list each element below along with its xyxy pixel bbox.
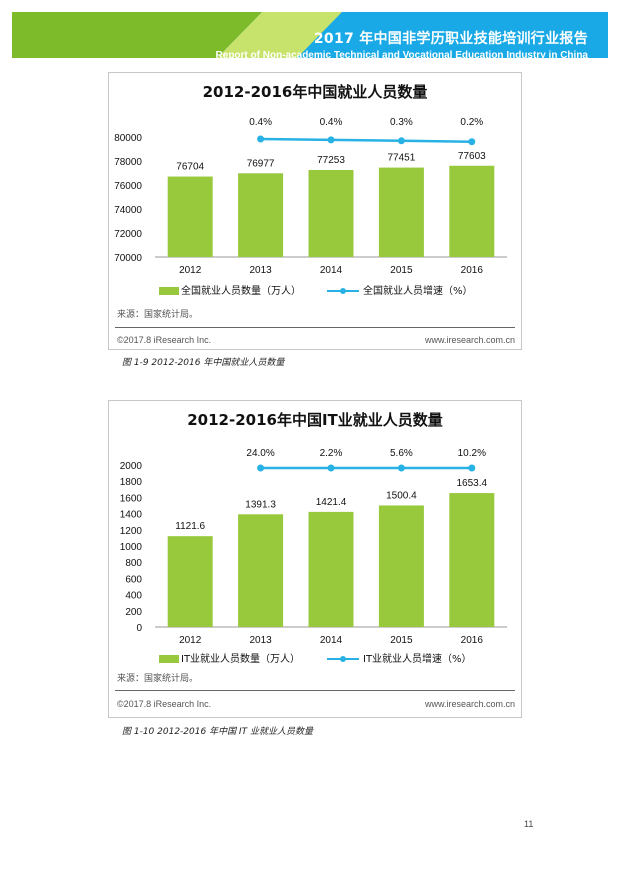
y-tick-label: 1200 bbox=[120, 526, 143, 537]
legend-bar-label: IT业就业人员数量（万人） bbox=[181, 652, 300, 665]
banner-background bbox=[12, 12, 608, 58]
growth-value-label: 2.2% bbox=[320, 448, 343, 459]
bar-value-label: 77253 bbox=[317, 155, 345, 166]
legend-bar-swatch bbox=[159, 287, 179, 295]
growth-point bbox=[257, 135, 265, 143]
y-tick-label: 0 bbox=[136, 623, 142, 634]
chart-title: 2012-2016年中国就业人员数量 bbox=[203, 83, 428, 101]
x-tick-label: 2013 bbox=[249, 635, 272, 646]
x-tick-label: 2015 bbox=[390, 265, 413, 276]
legend-line-marker bbox=[340, 656, 346, 662]
growth-point bbox=[468, 138, 476, 146]
growth-value-label: 0.4% bbox=[320, 117, 343, 128]
x-tick-label: 2012 bbox=[179, 265, 202, 276]
bar-value-label: 77451 bbox=[387, 153, 415, 164]
legend-line-marker bbox=[340, 288, 346, 294]
legend-bar-swatch bbox=[159, 655, 179, 663]
growth-point bbox=[397, 137, 405, 145]
y-tick-label: 200 bbox=[125, 607, 142, 618]
chart-title: 2012-2016年中国IT业就业人员数量 bbox=[187, 411, 443, 429]
report-subtitle: Report of Non-academic Technical and Voc… bbox=[215, 50, 588, 61]
y-tick-label: 800 bbox=[125, 558, 142, 569]
report-banner: 2017 年中国非学历职业技能培训行业报告 Report of Non-acad… bbox=[12, 12, 608, 61]
employment-chart: 2012-2016年中国就业人员数量 80000 78000 76000 74000 72… bbox=[108, 72, 522, 350]
y-tick-label: 1000 bbox=[120, 542, 143, 553]
bar bbox=[378, 505, 424, 627]
chart-divider bbox=[115, 327, 515, 328]
report-title: 2017 年中国非学历职业技能培训行业报告 bbox=[313, 31, 588, 47]
y-tick-label: 76000 bbox=[114, 181, 142, 192]
growth-line bbox=[260, 137, 472, 143]
x-tick-label: 2014 bbox=[320, 265, 343, 276]
x-tick-label: 2016 bbox=[461, 265, 484, 276]
figure-caption: 图 1-9 2012-2016 年中国就业人员数量 bbox=[122, 358, 285, 368]
chart-copyright: ©2017.8 iResearch Inc. bbox=[117, 699, 212, 709]
bar-value-label: 76704 bbox=[176, 162, 204, 173]
y-tick-label: 2000 bbox=[120, 461, 143, 472]
bar-value-label: 1500.4 bbox=[386, 490, 417, 501]
y-tick-label: 80000 bbox=[114, 133, 142, 144]
growth-point bbox=[327, 136, 335, 144]
x-tick-label: 2016 bbox=[461, 635, 484, 646]
bar bbox=[378, 167, 424, 257]
x-tick-label: 2013 bbox=[249, 265, 272, 276]
growth-point bbox=[397, 464, 405, 472]
legend-bar-label: 全国就业人员数量（万人） bbox=[181, 284, 301, 297]
bar-value-label: 76977 bbox=[247, 158, 275, 169]
y-tick-label: 600 bbox=[125, 574, 142, 585]
growth-point bbox=[257, 464, 265, 472]
chart-divider bbox=[115, 690, 515, 691]
growth-value-label: 0.3% bbox=[390, 117, 413, 128]
bar bbox=[167, 536, 213, 627]
growth-value-label: 24.0% bbox=[246, 448, 274, 459]
bar bbox=[167, 176, 213, 257]
chart-source: 来源：国家统计局。 bbox=[117, 674, 199, 684]
chart-copyright: ©2017.8 iResearch Inc. bbox=[117, 335, 212, 345]
page-number: 11 bbox=[524, 819, 534, 829]
x-tick-label: 2014 bbox=[320, 635, 343, 646]
it-employment-chart-svg: 2012-2016年中国IT业就业人员数量2000180016001400120… bbox=[120, 411, 507, 665]
bar-value-label: 1653.4 bbox=[457, 478, 488, 489]
chart-website: www.iresearch.com.cn bbox=[424, 699, 515, 709]
growth-value-label: 0.4% bbox=[249, 117, 272, 128]
chart-source: 来源：国家统计局。 bbox=[117, 310, 199, 320]
employment-chart-svg: 2012-2016年中国就业人员数量 80000 78000 76000 74000 72… bbox=[114, 83, 507, 297]
growth-value-label: 0.2% bbox=[460, 117, 483, 128]
bar bbox=[238, 514, 284, 627]
figure-caption: 图 1-10 2012-2016 年中国 IT 业就业人员数量 bbox=[122, 727, 313, 737]
bar bbox=[308, 169, 354, 257]
growth-value-label: 5.6% bbox=[390, 448, 413, 459]
legend-line-label: IT业就业人员增速（%） bbox=[363, 652, 472, 665]
bar-value-label: 1421.4 bbox=[316, 497, 347, 508]
x-tick-label: 2012 bbox=[179, 635, 202, 646]
bar bbox=[449, 493, 495, 627]
it-employment-chart: 2012-2016年中国IT业就业人员数量 2000 1800 1600 1400 120… bbox=[108, 400, 522, 718]
bar bbox=[308, 511, 354, 627]
y-tick-label: 74000 bbox=[114, 205, 142, 216]
chart-website: www.iresearch.com.cn bbox=[424, 335, 515, 345]
x-tick-label: 2015 bbox=[390, 635, 413, 646]
bar-value-label: 77603 bbox=[458, 151, 486, 162]
growth-point bbox=[327, 464, 335, 472]
y-tick-label: 1600 bbox=[120, 493, 143, 504]
bar bbox=[449, 165, 495, 257]
y-tick-label: 70000 bbox=[114, 253, 142, 264]
y-tick-label: 1400 bbox=[120, 510, 143, 521]
y-tick-label: 1800 bbox=[120, 477, 143, 488]
growth-value-label: 10.2% bbox=[458, 448, 486, 459]
y-tick-label: 78000 bbox=[114, 157, 142, 168]
bar-value-label: 1391.3 bbox=[245, 499, 276, 510]
y-tick-label: 72000 bbox=[114, 229, 142, 240]
bar bbox=[238, 173, 284, 257]
y-tick-label: 400 bbox=[125, 591, 142, 602]
bar-value-label: 1121.6 bbox=[175, 521, 205, 532]
legend-line-label: 全国就业人员增速（%） bbox=[363, 284, 473, 297]
growth-point bbox=[468, 464, 476, 472]
